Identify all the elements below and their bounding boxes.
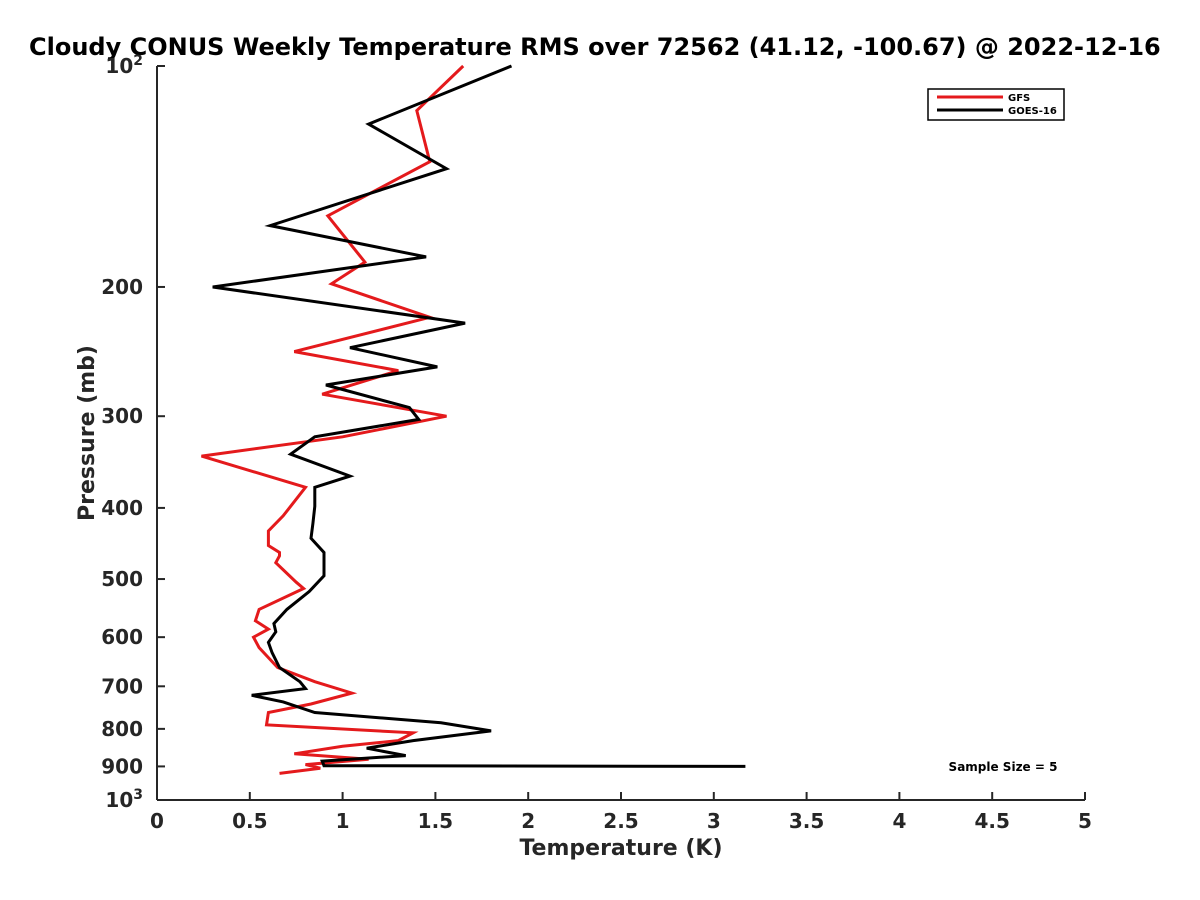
y-tick-label: 900 — [101, 754, 143, 778]
y-tick-label: 500 — [101, 567, 143, 591]
legend-box — [927, 88, 1065, 121]
axes: 0 0.5 1 1.5 2 2.5 3 3.5 4 4.5 5 102 200 300 400 500 600 7… — [101, 53, 1092, 833]
legend: GFS GOES-16 — [927, 88, 1065, 121]
x-tick-label: 0 — [150, 809, 164, 833]
y-axis-label: Pressure (mb) — [75, 345, 100, 521]
y-tick-label: 102 — [105, 53, 143, 78]
legend-label: GFS — [1008, 93, 1030, 104]
y-tick-label: 200 — [101, 275, 143, 299]
y-tick-label: 700 — [101, 674, 143, 698]
x-tick-label: 2.5 — [603, 809, 638, 833]
y-tick-label: 400 — [101, 496, 143, 520]
x-tick-label: 3.5 — [789, 809, 824, 833]
series-layer — [201, 64, 746, 775]
y-tick-label: 103 — [105, 787, 143, 812]
x-tick-label: 3 — [707, 809, 721, 833]
series-line-goes-16 — [212, 64, 746, 768]
x-tick-label: 1.5 — [418, 809, 453, 833]
sample-size-note: Sample Size = 5 — [949, 760, 1058, 774]
y-tick-label: 800 — [101, 717, 143, 741]
series-line-gfs — [201, 64, 465, 775]
y-tick-label: 600 — [101, 625, 143, 649]
x-axis-label: Temperature (K) — [519, 836, 722, 861]
chart-title: Cloudy CONUS Weekly Temperature RMS over… — [29, 33, 1161, 61]
x-tick-label: 4.5 — [974, 809, 1009, 833]
legend-label: GOES-16 — [1008, 106, 1057, 117]
x-tick-label: 2 — [521, 809, 535, 833]
x-tick-label: 1 — [336, 809, 350, 833]
y-tick-label: 300 — [101, 404, 143, 428]
x-tick-label: 0.5 — [232, 809, 267, 833]
x-tick-label: 4 — [892, 809, 906, 833]
x-tick-label: 5 — [1078, 809, 1092, 833]
